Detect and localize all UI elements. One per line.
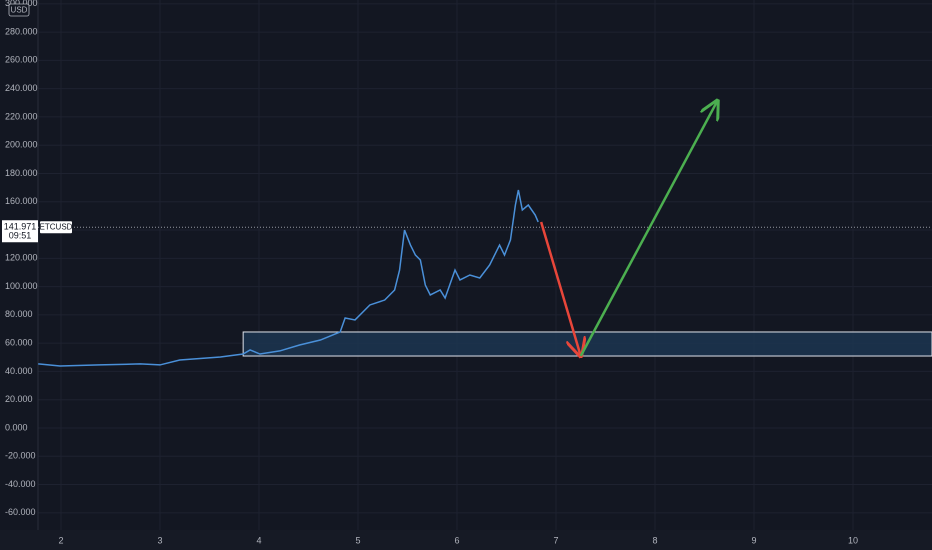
y-tick-label: -20.000 [5,451,36,461]
axes: 300.000280.000260.000240.000220.000200.0… [2,0,858,545]
x-tick-label: 6 [454,535,459,545]
y-tick-label: 220.000 [5,111,38,121]
arrow [579,101,718,357]
y-tick-label: 120.000 [5,253,38,263]
y-tick-label: 200.000 [5,140,38,150]
symbol-tag-label: ETCUSD [40,222,73,231]
price-tag-value: 141.971 [4,222,37,232]
y-tick-label: 100.000 [5,281,38,291]
x-tick-label: 9 [751,535,756,545]
price-tag-countdown: 09:51 [9,231,32,241]
y-tick-label: 180.000 [5,168,38,178]
x-tick-label: 2 [58,535,63,545]
y-tick-label: 240.000 [5,83,38,93]
x-tick-label: 4 [256,535,261,545]
y-tick-label: 60.000 [5,338,33,348]
price-line [38,189,539,367]
arrow [539,221,581,356]
x-tick-label: 7 [553,535,558,545]
symbol-tag [40,221,72,234]
x-tick-label: 3 [157,535,162,545]
y-tick-label: 80.000 [5,309,33,319]
x-tick-label: 8 [652,535,657,545]
y-tick-label: 20.000 [5,394,33,404]
y-tick-label: 40.000 [5,366,33,376]
y-tick-label: -60.000 [5,507,36,517]
currency-label: USD [11,6,28,15]
y-tick-label: 280.000 [5,26,38,36]
y-tick-label: 160.000 [5,196,38,206]
y-tick-label: 260.000 [5,55,38,65]
y-tick-label: 0.000 [5,422,28,432]
currency-box [8,3,30,17]
x-axis-band [0,530,932,550]
x-tick-label: 10 [848,535,858,545]
y-tick-label: -40.000 [5,479,36,489]
x-tick-label: 5 [355,535,360,545]
plot [38,101,932,367]
price-tag [2,220,38,243]
